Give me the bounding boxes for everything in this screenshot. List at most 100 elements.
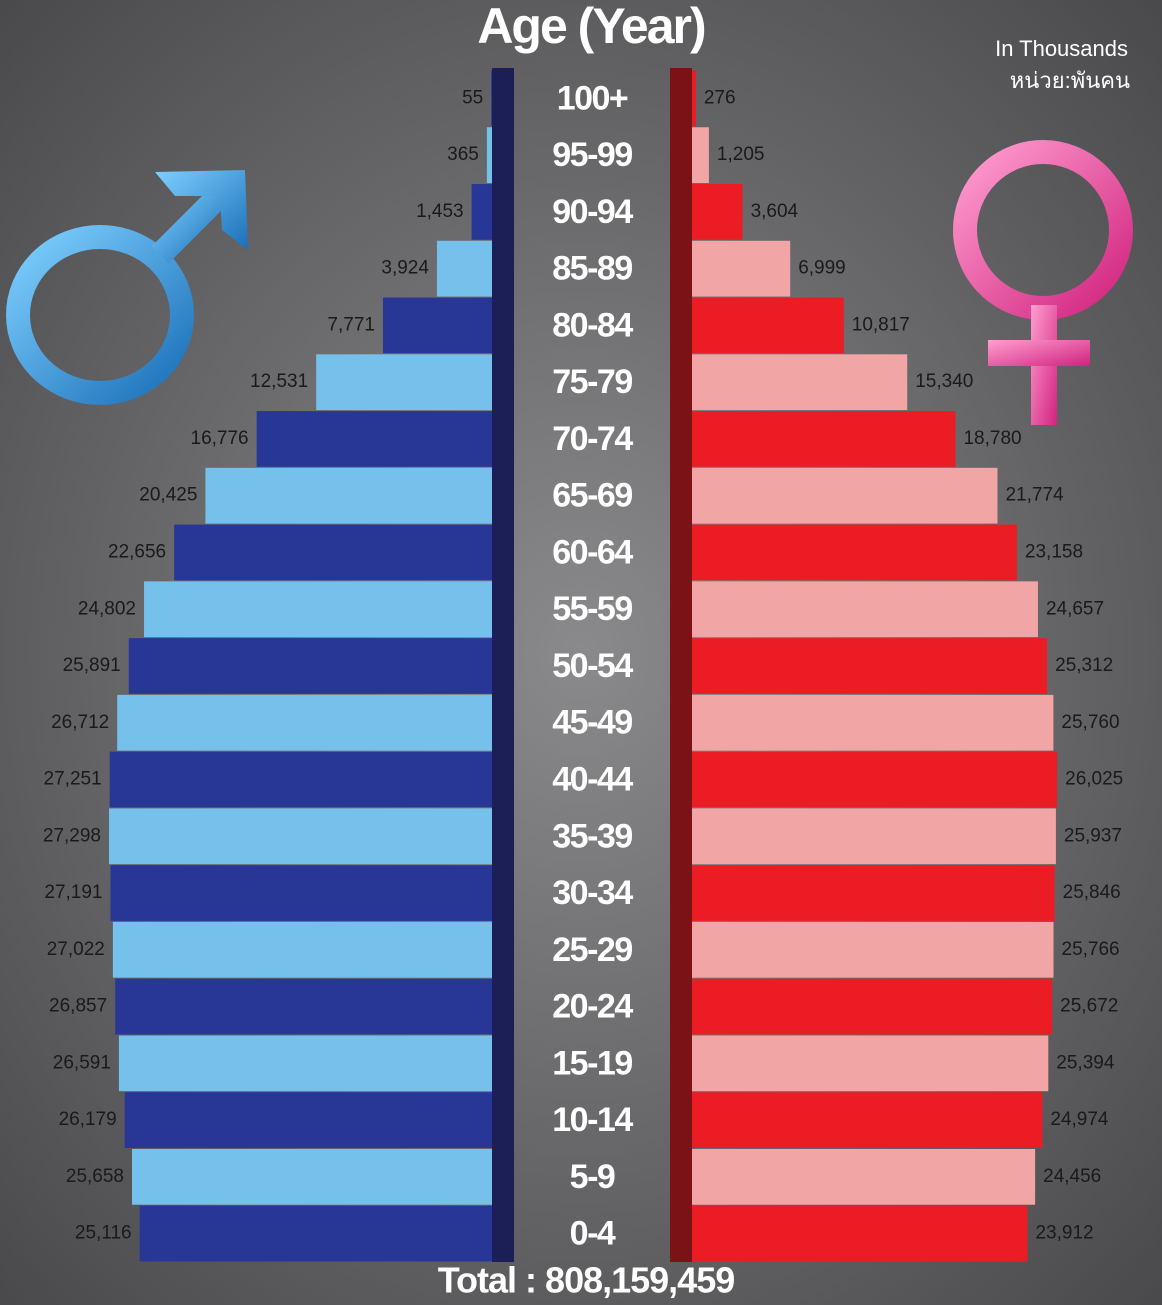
unit-note: In Thousands	[995, 36, 1128, 61]
bar	[692, 468, 997, 524]
bar	[119, 1035, 492, 1091]
bar	[115, 979, 492, 1035]
value-label: 26,712	[51, 712, 109, 733]
age-label: 90-94	[552, 193, 633, 231]
bar	[125, 1092, 492, 1148]
value-label: 27,191	[44, 882, 102, 903]
value-label: 15,340	[915, 371, 973, 392]
bar	[692, 752, 1057, 808]
bar	[110, 752, 492, 808]
age-label: 75-79	[552, 363, 632, 401]
bar	[472, 184, 492, 240]
value-label: 25,672	[1060, 996, 1118, 1017]
value-label: 23,912	[1035, 1223, 1093, 1244]
value-label: 18,780	[963, 428, 1021, 449]
value-label: 3,924	[381, 258, 429, 279]
age-label: 40-44	[552, 761, 633, 799]
value-label: 26,857	[49, 996, 107, 1017]
value-label: 27,022	[47, 939, 105, 960]
value-label: 7,771	[327, 314, 375, 335]
value-label: 20,425	[139, 485, 197, 506]
age-label: 25-29	[552, 931, 632, 969]
value-label: 24,802	[78, 598, 136, 619]
age-label: 95-99	[552, 136, 632, 174]
bar	[132, 1149, 492, 1205]
value-label: 22,656	[108, 541, 166, 562]
chart: Age (Year) In Thousands หน่วย:พันคน Tota…	[0, 0, 1162, 1305]
value-label: 16,776	[191, 428, 249, 449]
value-label: 12,531	[250, 371, 308, 392]
bar	[692, 865, 1055, 921]
bar	[316, 354, 492, 410]
bar	[692, 979, 1052, 1035]
bar	[692, 1149, 1035, 1205]
value-label: 21,774	[1005, 485, 1064, 506]
age-label: 55-59	[552, 590, 632, 628]
bar	[205, 468, 492, 524]
bar	[692, 1092, 1042, 1148]
age-label: 70-74	[552, 420, 633, 458]
value-label: 24,456	[1043, 1166, 1101, 1187]
value-label: 1,453	[416, 201, 464, 222]
bar	[487, 127, 492, 183]
value-label: 27,251	[44, 769, 102, 790]
bar	[144, 581, 492, 637]
value-label: 25,760	[1061, 712, 1119, 733]
age-label: 45-49	[552, 704, 632, 742]
value-label: 25,891	[63, 655, 121, 676]
age-label: 20-24	[552, 988, 633, 1026]
value-label: 25,766	[1062, 939, 1120, 960]
age-label: 30-34	[552, 874, 633, 912]
value-label: 365	[447, 144, 479, 165]
center-axis	[670, 68, 692, 1262]
bar	[383, 298, 492, 354]
bar	[692, 695, 1053, 751]
value-label: 1,205	[717, 144, 765, 165]
bar	[692, 298, 844, 354]
bar	[174, 525, 492, 581]
value-label: 26,025	[1065, 769, 1123, 790]
bar	[692, 411, 955, 467]
value-label: 276	[704, 87, 736, 108]
bar	[491, 71, 492, 127]
age-label: 80-84	[552, 306, 633, 344]
bar	[692, 184, 743, 240]
bar	[692, 1035, 1048, 1091]
value-label: 55	[462, 87, 483, 108]
bar	[117, 695, 492, 751]
bar	[692, 241, 790, 297]
bar	[111, 865, 492, 921]
total: Total : 808,159,459	[438, 1260, 735, 1301]
bar	[257, 411, 492, 467]
bar	[437, 241, 492, 297]
age-label: 60-64	[552, 533, 633, 571]
bar	[113, 922, 492, 978]
value-label: 23,158	[1025, 541, 1083, 562]
center-axis	[492, 68, 514, 1262]
value-label: 25,312	[1055, 655, 1113, 676]
value-label: 25,394	[1056, 1052, 1115, 1073]
value-label: 24,657	[1046, 598, 1104, 619]
bar	[692, 71, 696, 127]
value-label: 26,179	[59, 1109, 117, 1130]
age-label: 15-19	[552, 1044, 632, 1082]
age-label: 35-39	[552, 817, 632, 855]
bar	[692, 525, 1017, 581]
value-label: 25,116	[75, 1223, 132, 1244]
age-label: 100+	[557, 79, 628, 117]
unit-note-thai: หน่วย:พันคน	[1010, 68, 1130, 93]
age-label: 50-54	[552, 647, 633, 685]
bar	[692, 127, 709, 183]
bar	[109, 808, 492, 864]
bar	[692, 808, 1056, 864]
value-label: 26,591	[53, 1052, 111, 1073]
age-label: 0-4	[570, 1215, 616, 1253]
age-label: 10-14	[552, 1101, 633, 1139]
bar	[692, 1206, 1027, 1262]
value-label: 25,846	[1063, 882, 1121, 903]
value-label: 25,658	[66, 1166, 124, 1187]
chart-title: Age (Year)	[477, 0, 705, 54]
value-label: 24,974	[1050, 1109, 1109, 1130]
age-label: 5-9	[570, 1158, 615, 1196]
value-label: 6,999	[798, 258, 846, 279]
